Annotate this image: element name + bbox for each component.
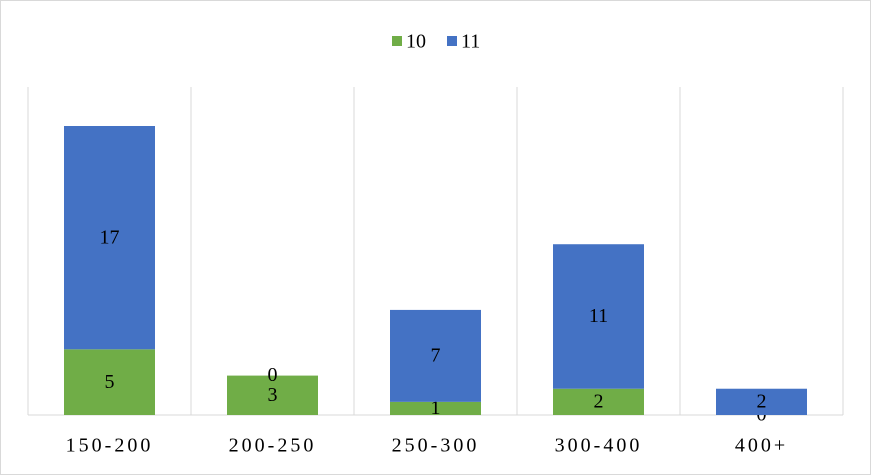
bar-segment xyxy=(716,388,807,415)
data-label: 1 xyxy=(431,397,441,419)
x-tick-label: 150-200 xyxy=(66,435,154,457)
bar-segment xyxy=(64,349,155,415)
data-label: 0 xyxy=(268,364,278,386)
data-label: 7 xyxy=(431,344,441,366)
data-label: 3 xyxy=(268,384,278,406)
bar-segment xyxy=(64,126,155,350)
bar-segment xyxy=(553,388,644,415)
bar-segment xyxy=(227,375,318,415)
bar-segment xyxy=(390,401,481,415)
x-tick-label: 250-300 xyxy=(392,435,480,457)
data-label: 2 xyxy=(757,390,767,412)
legend-label: 11 xyxy=(461,31,480,53)
legend-swatch xyxy=(447,36,457,46)
x-tick-label: 300-400 xyxy=(555,435,643,457)
data-label: 17 xyxy=(100,226,120,248)
bar-segment xyxy=(553,244,644,389)
data-label: 5 xyxy=(105,371,115,393)
x-tick-label: 400+ xyxy=(735,435,788,457)
data-label: 2 xyxy=(594,390,604,412)
bar-segment xyxy=(390,309,481,402)
legend-swatch xyxy=(392,36,402,46)
x-tick-label: 200-250 xyxy=(229,435,317,457)
data-label: 11 xyxy=(589,305,608,327)
legend-label: 10 xyxy=(406,31,426,53)
